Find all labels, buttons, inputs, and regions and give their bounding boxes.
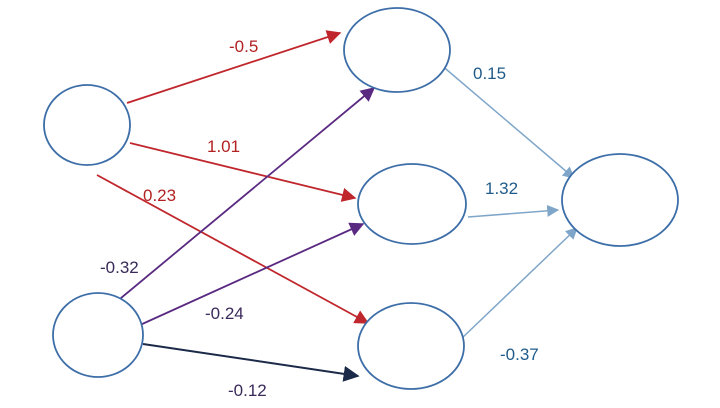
weight-label-hidden2-output: 1.32 (485, 179, 518, 198)
weight-label-input2-hidden1: -0.32 (100, 258, 139, 277)
output-node (561, 153, 679, 247)
edge-hidden1-output (439, 63, 575, 179)
edge-input1-hidden2 (129, 142, 357, 202)
edge-input2-hidden1 (114, 87, 376, 304)
weight-label-input2-hidden3: -0.12 (228, 381, 267, 400)
hidden-node-2 (357, 163, 467, 245)
hidden-node-3 (357, 302, 465, 390)
edge-hidden3-output (460, 227, 578, 340)
weight-label-input2-hidden2: -0.24 (205, 304, 244, 323)
edge-input2-hidden2 (139, 222, 365, 326)
edge-input1-hidden3 (96, 174, 370, 324)
input-node-1 (43, 84, 131, 166)
edge-input2-hidden3 (142, 343, 360, 382)
weight-label-hidden3-output: -0.37 (500, 345, 539, 364)
edge-input1-hidden1 (126, 30, 342, 104)
weight-label-input1-hidden2: 1.01 (207, 137, 240, 156)
input-node-2 (52, 292, 144, 378)
hidden-node-1 (343, 7, 451, 93)
weight-label-hidden1-output: 0.15 (473, 64, 506, 83)
edge-hidden2-output (467, 204, 560, 218)
weight-label-input1-hidden3: 0.23 (143, 186, 176, 205)
weight-label-input1-hidden1: -0.5 (229, 37, 258, 56)
